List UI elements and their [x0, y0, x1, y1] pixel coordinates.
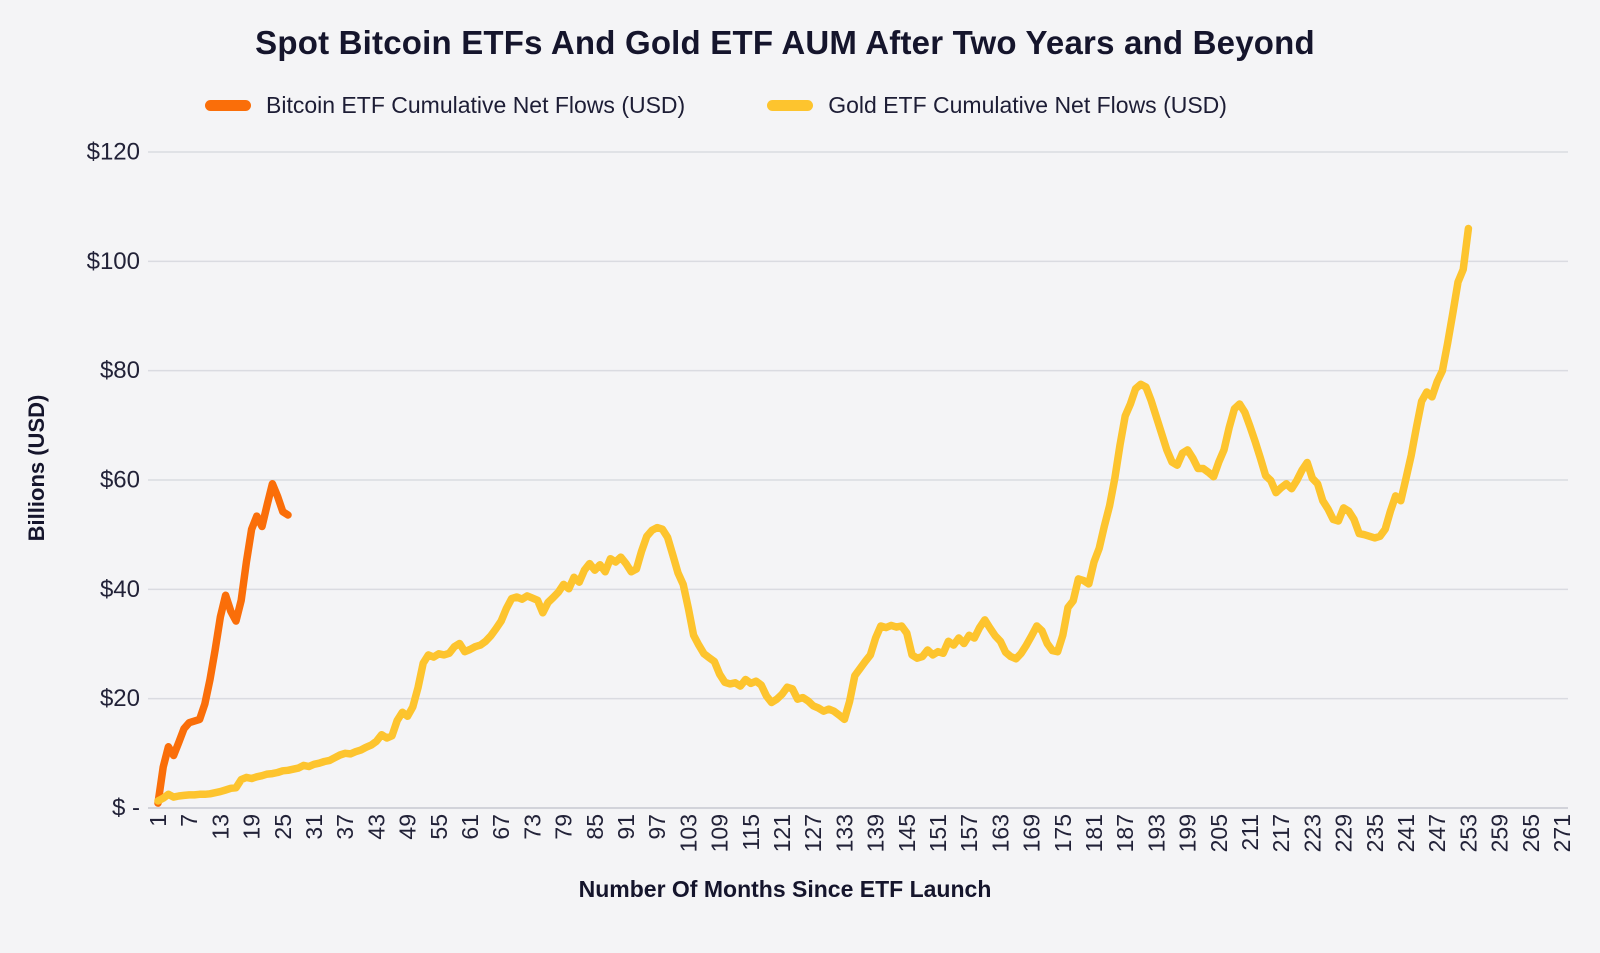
x-tick-label: 163 — [987, 814, 1013, 852]
x-tick-label: 229 — [1331, 814, 1357, 852]
x-tick-label: 187 — [1112, 814, 1138, 852]
x-tick-label: 139 — [863, 814, 889, 852]
x-tick-label: 175 — [1050, 814, 1076, 852]
x-tick-label: 103 — [675, 814, 701, 852]
x-tick-label: 247 — [1424, 814, 1450, 852]
x-tick-label: 55 — [426, 814, 452, 840]
x-tick-label: 79 — [551, 814, 577, 840]
x-tick-label: 121 — [769, 814, 795, 852]
legend-item-gold: Gold ETF Cumulative Net Flows (USD) — [767, 92, 1227, 119]
x-tick-label: 73 — [519, 814, 545, 840]
legend: Bitcoin ETF Cumulative Net Flows (USD) G… — [205, 92, 1227, 119]
x-tick-label: 13 — [207, 814, 233, 840]
y-tick-label: $ - — [112, 795, 140, 822]
x-tick-label: 127 — [800, 814, 826, 852]
x-tick-label: 235 — [1362, 814, 1388, 852]
y-tick-label: $80 — [100, 357, 140, 384]
x-tick-label: 19 — [239, 814, 265, 840]
x-tick-label: 91 — [613, 814, 639, 840]
x-tick-label: 67 — [488, 814, 514, 840]
gold-legend-swatch — [767, 100, 814, 111]
x-tick-label: 43 — [363, 814, 389, 840]
x-tick-label: 157 — [956, 814, 982, 852]
x-tick-label: 169 — [1019, 814, 1045, 852]
x-tick-label: 61 — [457, 814, 483, 840]
x-axis-title: Number Of Months Since ETF Launch — [578, 876, 992, 902]
x-tick-label: 241 — [1393, 814, 1419, 852]
chart-title: Spot Bitcoin ETFs And Gold ETF AUM After… — [255, 24, 1315, 61]
x-tick-label: 97 — [644, 814, 670, 840]
x-tick-label: 193 — [1143, 814, 1169, 852]
bitcoin-legend-swatch — [205, 100, 251, 111]
bitcoin-series-line — [154, 480, 292, 807]
x-tick-label: 49 — [395, 814, 421, 840]
x-tick-label: 25 — [270, 814, 296, 840]
x-tick-label: 265 — [1518, 814, 1544, 852]
x-tick-label: 151 — [925, 814, 951, 852]
x-tick-label: 115 — [738, 814, 764, 851]
x-tick-label: 181 — [1081, 814, 1107, 852]
y-tick-label: $60 — [100, 467, 140, 494]
gold-series-line — [154, 224, 1473, 805]
legend-item-bitcoin: Bitcoin ETF Cumulative Net Flows (USD) — [205, 92, 685, 119]
x-tick-label: 205 — [1206, 814, 1232, 852]
x-tick-label: 133 — [831, 814, 857, 852]
x-tick-label: 85 — [582, 814, 608, 840]
y-tick-label: $40 — [100, 576, 140, 603]
x-tick-label: 253 — [1455, 814, 1481, 852]
x-tick-label: 211 — [1237, 814, 1263, 851]
x-tick-label: 1 — [145, 814, 171, 827]
x-tick-label: 199 — [1175, 814, 1201, 852]
x-tick-label: 31 — [301, 814, 327, 840]
x-tick-label: 37 — [332, 814, 358, 840]
gold-legend-label: Gold ETF Cumulative Net Flows (USD) — [828, 92, 1227, 118]
x-tick-label: 217 — [1268, 814, 1294, 852]
x-tick-label: 271 — [1549, 814, 1575, 852]
x-tick-label: 109 — [707, 814, 733, 852]
x-tick-label: 7 — [176, 814, 202, 827]
x-tick-label: 223 — [1299, 814, 1325, 852]
bitcoin-legend-label: Bitcoin ETF Cumulative Net Flows (USD) — [266, 92, 686, 118]
y-tick-label: $20 — [100, 685, 140, 712]
x-tick-label: 145 — [894, 814, 920, 852]
x-tick-label: 259 — [1487, 814, 1513, 852]
y-tick-label: $100 — [87, 248, 140, 275]
y-tick-label: $120 — [87, 139, 140, 166]
